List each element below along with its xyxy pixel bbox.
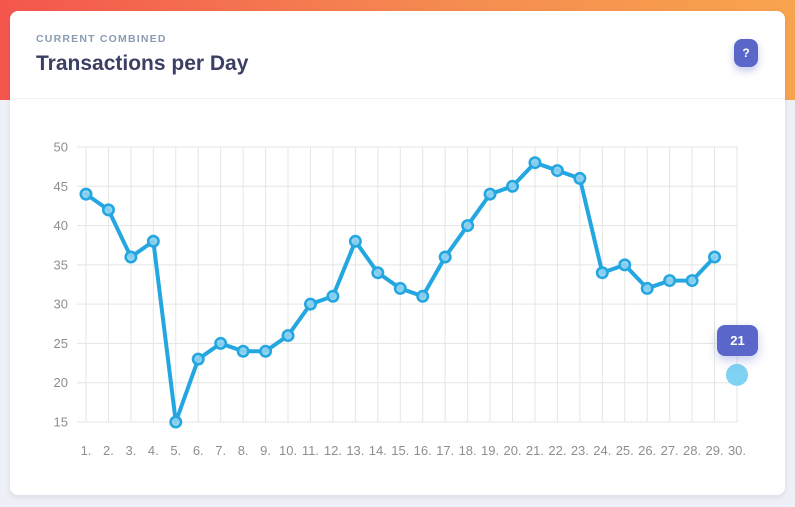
x-axis-tick-label: 10. — [279, 443, 297, 458]
y-axis-tick-label: 35 — [54, 257, 68, 272]
y-axis-tick-label: 20 — [54, 375, 68, 390]
x-axis-tick-label: 21. — [526, 443, 544, 458]
x-axis-tick-label: 23. — [571, 443, 589, 458]
x-axis-tick-label: 22. — [548, 443, 566, 458]
data-point[interactable] — [573, 171, 587, 185]
x-axis-tick-label: 11. — [302, 443, 319, 458]
x-axis-tick-label: 8. — [238, 443, 249, 458]
x-axis-tick-label: 9. — [260, 443, 271, 458]
x-axis-tick-label: 14. — [369, 443, 387, 458]
y-axis-tick-label: 50 — [54, 140, 68, 155]
data-point[interactable] — [618, 258, 632, 272]
x-axis-tick-label: 3. — [125, 443, 136, 458]
x-axis-tick-label: 17. — [436, 443, 454, 458]
x-axis-tick-label: 1. — [81, 443, 92, 458]
data-point[interactable] — [483, 187, 497, 201]
data-point[interactable] — [326, 289, 340, 303]
data-point[interactable] — [550, 164, 564, 178]
x-axis-tick-label: 18. — [459, 443, 477, 458]
help-button[interactable]: ? — [734, 39, 758, 67]
page-title: Transactions per Day — [36, 52, 249, 75]
x-axis-tick-label: 19. — [481, 443, 499, 458]
data-point[interactable] — [146, 234, 160, 248]
data-point[interactable] — [191, 352, 205, 366]
x-axis-tick-label: 15. — [391, 443, 409, 458]
data-point[interactable] — [393, 281, 407, 295]
x-axis-tick-label: 26. — [638, 443, 656, 458]
x-axis-tick-label: 29. — [706, 443, 724, 458]
x-axis-tick-label: 16. — [414, 443, 432, 458]
transactions-line-chart[interactable]: 15 20 25 30 35 40 45 50 1. 2. 3. 4. 5. 6. 7. 8. 9. 10. 11.… — [10, 99, 785, 494]
x-axis-tick-label: 24. — [593, 443, 611, 458]
x-axis-tick-label: 27. — [661, 443, 679, 458]
card-header: CURRENT COMBINED Transactions per Day ? — [10, 11, 785, 99]
y-axis-tick-label: 15 — [54, 415, 68, 430]
y-axis-tick-label: 25 — [54, 336, 68, 351]
data-point[interactable] — [79, 187, 93, 201]
data-point[interactable] — [348, 234, 362, 248]
data-point[interactable] — [236, 344, 250, 358]
x-axis-tick-label: 25. — [616, 443, 634, 458]
y-axis-tick-label: 45 — [54, 179, 68, 194]
x-axis-tick-label: 5. — [170, 443, 181, 458]
data-point[interactable] — [663, 274, 677, 288]
x-axis-tick-label: 13. — [346, 443, 364, 458]
data-point[interactable] — [281, 329, 295, 343]
card-subtitle: CURRENT COMBINED — [36, 33, 167, 45]
data-point[interactable] — [214, 336, 228, 350]
data-point[interactable] — [101, 203, 115, 217]
x-axis-tick-label: 7. — [215, 443, 226, 458]
y-axis-tick-label: 30 — [54, 297, 68, 312]
chart-area: 15 20 25 30 35 40 45 50 1. 2. 3. 4. 5. 6. 7. 8. 9. 10. 11.… — [10, 99, 785, 494]
data-point[interactable] — [303, 297, 317, 311]
tooltip: 21 — [717, 325, 758, 356]
data-point[interactable] — [528, 156, 542, 170]
data-point[interactable] — [438, 250, 452, 264]
x-axis-tick-label: 4. — [148, 443, 159, 458]
y-axis-tick-label: 40 — [54, 218, 68, 233]
data-point[interactable] — [259, 344, 273, 358]
data-point[interactable] — [595, 266, 609, 280]
x-axis-tick-label: 20. — [503, 443, 521, 458]
data-point[interactable] — [506, 179, 520, 193]
x-axis-tick-label: 12. — [324, 443, 342, 458]
data-point[interactable] — [685, 274, 699, 288]
chart-card: CURRENT COMBINED Transactions per Day ? … — [10, 11, 785, 495]
data-point[interactable] — [169, 415, 183, 429]
highlighted-data-point[interactable] — [725, 363, 748, 386]
data-point[interactable] — [461, 219, 475, 233]
data-point[interactable] — [371, 266, 385, 280]
x-axis-tick-label: 2. — [103, 443, 114, 458]
x-axis-tick-label: 28. — [683, 443, 701, 458]
data-point[interactable] — [416, 289, 430, 303]
data-point[interactable] — [124, 250, 138, 264]
data-point[interactable] — [640, 281, 654, 295]
x-axis-tick-label: 6. — [193, 443, 204, 458]
data-point[interactable] — [708, 250, 722, 264]
x-axis-tick-label: 30. — [728, 443, 746, 458]
